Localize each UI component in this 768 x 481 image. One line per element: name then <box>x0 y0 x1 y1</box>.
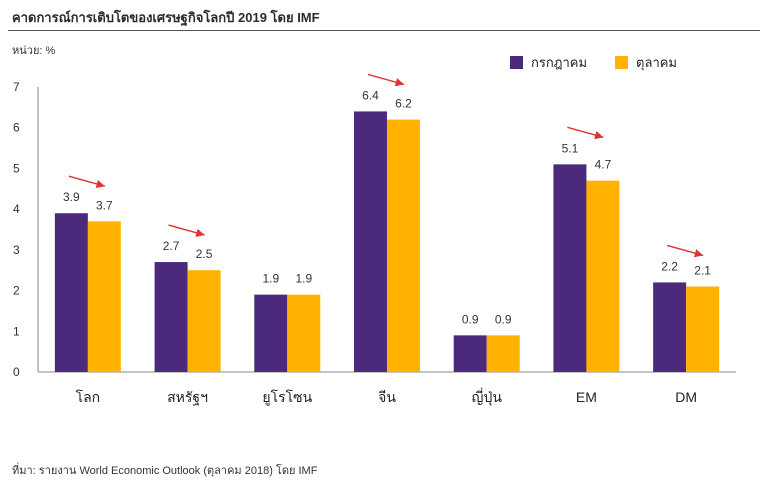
bar-october <box>387 119 420 372</box>
legend-item-october: ตุลาคม <box>615 52 677 73</box>
legend-swatch-october <box>615 56 629 69</box>
data-label: 4.7 <box>595 158 612 172</box>
bar-july <box>54 213 88 372</box>
bar-october <box>187 270 221 372</box>
title-divider <box>8 30 760 31</box>
data-label: 2.2 <box>661 259 678 273</box>
x-tick-label: DM <box>675 389 697 405</box>
y-tick-label: 1 <box>13 324 20 338</box>
downgrade-arrow <box>168 224 205 237</box>
bar-july <box>553 164 587 372</box>
x-tick-label: ญี่ปุ่น <box>472 388 503 406</box>
chart-title: คาดการณ์การเติบโตของเศรษฐกิจโลกปี 2019 โ… <box>12 10 320 25</box>
bar-july <box>453 335 487 372</box>
data-label: 2.5 <box>196 247 213 261</box>
data-label: 1.9 <box>295 272 312 286</box>
data-label: 3.9 <box>63 190 80 204</box>
x-tick-label: โลก <box>76 389 101 405</box>
y-tick-label: 5 <box>13 161 20 175</box>
bar-july <box>653 282 687 372</box>
x-tick-label: ยูโรโซน <box>262 389 312 406</box>
y-tick-label: 7 <box>13 80 20 94</box>
bar-october <box>287 294 321 372</box>
x-tick-label: จีน <box>378 389 396 405</box>
y-tick-label: 4 <box>13 202 20 216</box>
x-tick-label: EM <box>576 389 597 405</box>
bar-july <box>154 262 188 372</box>
legend-label-october: ตุลาคม <box>636 55 678 70</box>
data-label: 0.9 <box>495 312 512 326</box>
bar-july <box>354 111 387 372</box>
legend-item-july: กรกฎาคม <box>510 52 587 73</box>
data-label: 5.1 <box>562 141 579 155</box>
data-label: 6.4 <box>362 88 379 102</box>
bar-october <box>586 180 620 372</box>
data-label: 2.1 <box>694 264 711 278</box>
source-note: ที่มา: รายงาน World Economic Outlook (ตุ… <box>12 465 318 477</box>
bar-october <box>87 221 121 372</box>
y-tick-label: 3 <box>13 243 20 257</box>
data-label: 6.2 <box>395 97 412 111</box>
data-label: 0.9 <box>462 312 479 326</box>
downgrade-arrow <box>367 73 405 87</box>
legend-label-july: กรกฎาคม <box>531 55 588 70</box>
downgrade-arrow <box>68 175 106 189</box>
bar-october <box>486 335 520 372</box>
legend-swatch-july <box>510 56 523 69</box>
downgrade-arrow <box>567 126 604 140</box>
y-tick-label: 0 <box>13 365 20 379</box>
bar-october <box>686 286 720 372</box>
downgrade-arrow <box>666 244 704 258</box>
data-label: 3.7 <box>96 198 113 212</box>
y-tick-label: 6 <box>13 121 20 135</box>
chart-legend: กรกฎาคม ตุลาคม <box>510 52 677 73</box>
data-label: 1.9 <box>262 272 279 286</box>
unit-label: หน่วย: % <box>12 45 56 57</box>
y-tick-label: 2 <box>13 284 20 298</box>
x-tick-label: สหรัฐฯ <box>167 389 208 406</box>
data-label: 2.7 <box>163 239 180 253</box>
bar-july <box>254 294 288 372</box>
